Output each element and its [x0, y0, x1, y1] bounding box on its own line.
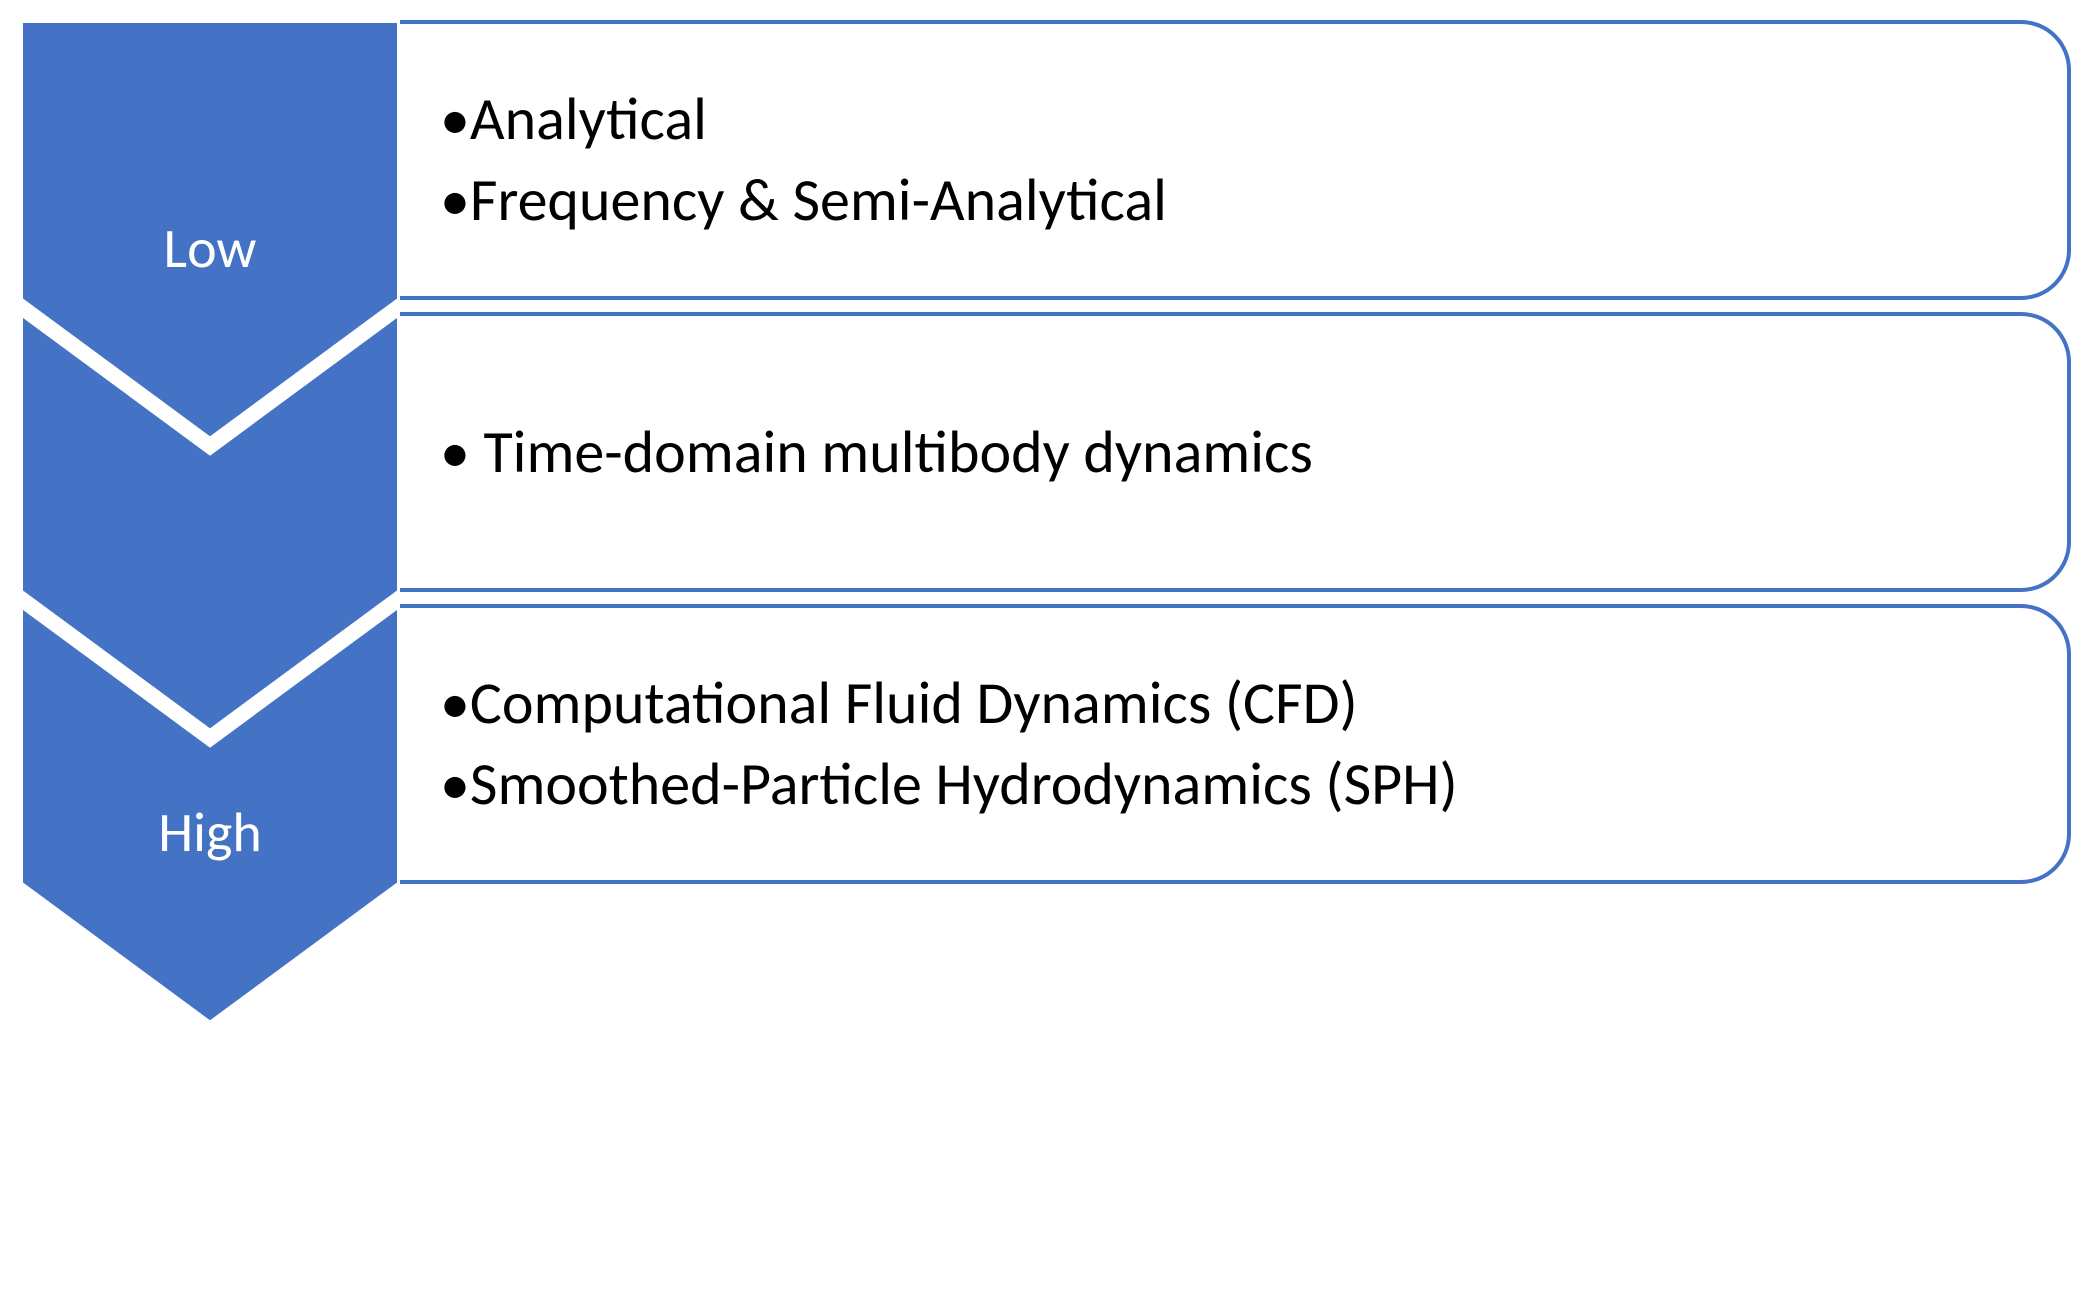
diagram-row-low: Low •Analytical •Frequency & Semi-Analyt…	[20, 20, 2071, 300]
chevron-label: Low	[20, 215, 400, 283]
diagram-row-high: High •Computational Fluid Dynamics (CFD)…	[20, 604, 2071, 884]
diagram-row-middle: • Time-domain multibody dynamics	[20, 312, 2071, 592]
bullet-item: •Frequency & Semi-Analytical	[440, 160, 2067, 241]
content-box: • Time-domain multibody dynamics	[400, 312, 2071, 592]
bullet-item: • Time-domain multibody dynamics	[440, 412, 2067, 493]
content-box: •Analytical •Frequency & Semi-Analytical	[400, 20, 2071, 300]
bullet-item: •Smoothed-Particle Hydrodynamics (SPH)	[440, 744, 2067, 825]
chevron-container: Low	[20, 20, 400, 300]
bullet-item: •Analytical	[440, 79, 2067, 160]
chevron-container	[20, 312, 400, 592]
chevron-diagram: Low •Analytical •Frequency & Semi-Analyt…	[20, 20, 2071, 884]
bullet-item: •Computational Fluid Dynamics (CFD)	[440, 663, 2067, 744]
chevron-container: High	[20, 604, 400, 884]
chevron-label: High	[20, 799, 400, 867]
content-box: •Computational Fluid Dynamics (CFD) •Smo…	[400, 604, 2071, 884]
